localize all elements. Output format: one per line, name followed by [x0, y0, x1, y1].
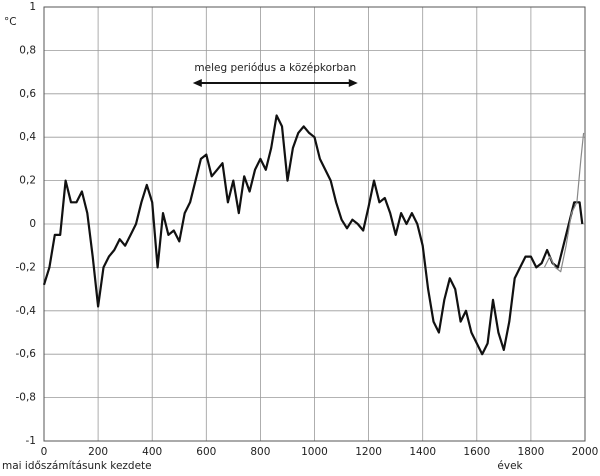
y-tick-label: -1	[26, 435, 36, 447]
y-tick-label: 0,6	[19, 88, 36, 100]
x-tick-label: 1600	[463, 446, 490, 458]
x-tick-label: 400	[142, 446, 162, 458]
x-tick-label: 800	[250, 446, 270, 458]
y-tick-label: 0	[29, 218, 36, 230]
y-tick-label: 0,2	[19, 175, 36, 187]
series-line	[543, 132, 585, 273]
y-tick-label: 1	[29, 1, 36, 13]
y-tick-label: 0,4	[19, 131, 36, 143]
y-axis-label: °C	[4, 16, 17, 28]
x-origin-label: mai időszámításunk kezdete	[2, 460, 152, 472]
x-tick-label: 600	[196, 446, 216, 458]
series-line	[42, 114, 584, 356]
x-tick-label: 1400	[409, 446, 436, 458]
arrow-head	[348, 78, 358, 87]
x-tick-label: 1200	[355, 446, 382, 458]
annotation-text: meleg periódus a középkorban	[194, 62, 356, 74]
arrow-head	[192, 78, 202, 87]
y-tick-label: -0,6	[16, 348, 37, 360]
plot-frame	[43, 6, 586, 442]
x-tick-label: 0	[41, 446, 48, 458]
y-tick-label: 0,8	[19, 44, 36, 56]
x-tick-label: 1000	[301, 446, 328, 458]
x-tick-label: 2000	[572, 446, 599, 458]
x-tick-label: 1800	[518, 446, 545, 458]
y-tick-label: -0,8	[16, 392, 37, 404]
x-axis-label: évek	[497, 460, 523, 472]
x-tick-label: 200	[88, 446, 108, 458]
y-tick-label: -0,4	[16, 305, 37, 317]
y-tick-label: -0,2	[16, 261, 37, 273]
